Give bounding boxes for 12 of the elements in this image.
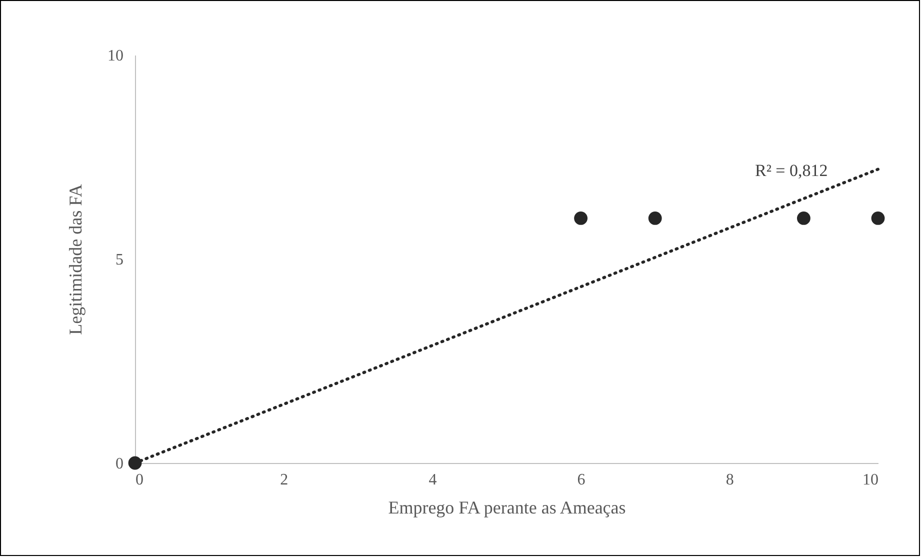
y-tick-label: 10: [108, 48, 124, 64]
x-tick-label: 2: [280, 472, 288, 488]
y-axis-title: Legitimidade das FA: [66, 184, 86, 335]
x-axis-title: Emprego FA perante as Ameaças: [388, 498, 626, 518]
x-tick-label: 8: [726, 472, 734, 488]
x-tick-label: 0: [136, 472, 144, 488]
x-tick-label: 4: [428, 472, 437, 488]
y-tick-label: 5: [116, 252, 124, 268]
annotation: R² = 0,812: [755, 161, 828, 180]
x-tick-label: 6: [577, 472, 586, 488]
y-tick-label: 0: [116, 456, 124, 472]
x-tick-label: 10: [862, 472, 878, 488]
